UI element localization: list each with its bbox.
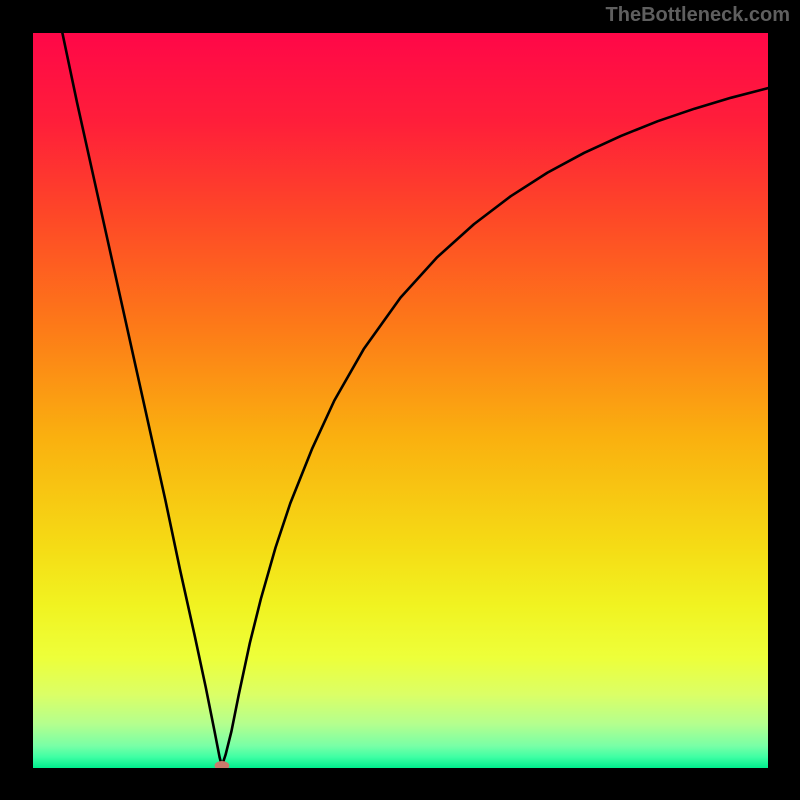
chart-container: TheBottleneck.com [0,0,800,800]
bottleneck-curve-chart [0,0,800,800]
optimal-point-marker [215,761,230,771]
